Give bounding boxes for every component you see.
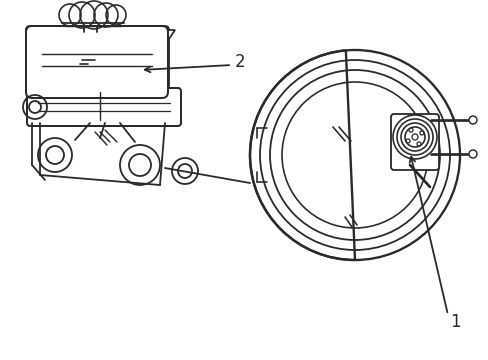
Text: 1: 1 [449, 313, 459, 331]
Polygon shape [50, 30, 175, 45]
FancyBboxPatch shape [27, 88, 181, 126]
Circle shape [468, 150, 476, 158]
FancyBboxPatch shape [390, 114, 438, 170]
Text: 2: 2 [234, 53, 245, 71]
Circle shape [468, 116, 476, 124]
FancyBboxPatch shape [26, 26, 169, 89]
FancyBboxPatch shape [26, 26, 168, 98]
